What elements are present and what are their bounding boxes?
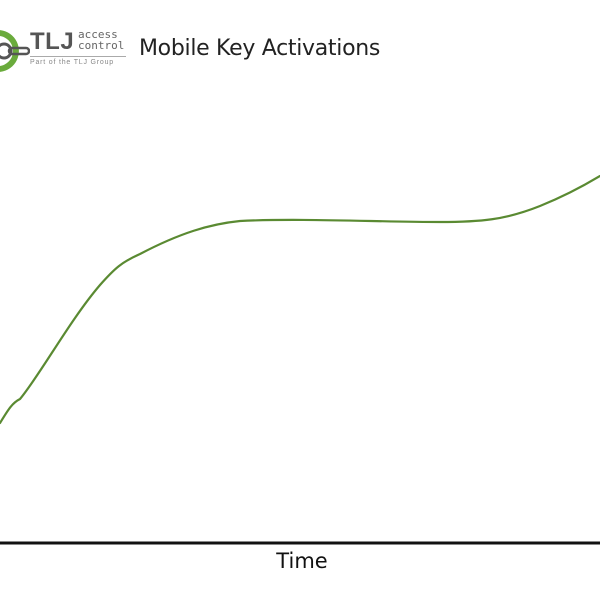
logo-tagline: Part of the TLJ Group: [30, 59, 114, 66]
logo-divider: [30, 56, 126, 57]
x-axis-label: Time: [276, 549, 328, 573]
brand-logo: TLJ access control Part of the TLJ Group: [0, 22, 130, 84]
logo-brand-text: TLJ: [30, 28, 75, 55]
key-ring-icon: [0, 30, 30, 72]
series-line: [0, 174, 600, 425]
logo-line2: control: [78, 39, 125, 52]
logo-line1: access: [78, 28, 118, 41]
chart-title: Mobile Key Activations: [139, 36, 381, 61]
